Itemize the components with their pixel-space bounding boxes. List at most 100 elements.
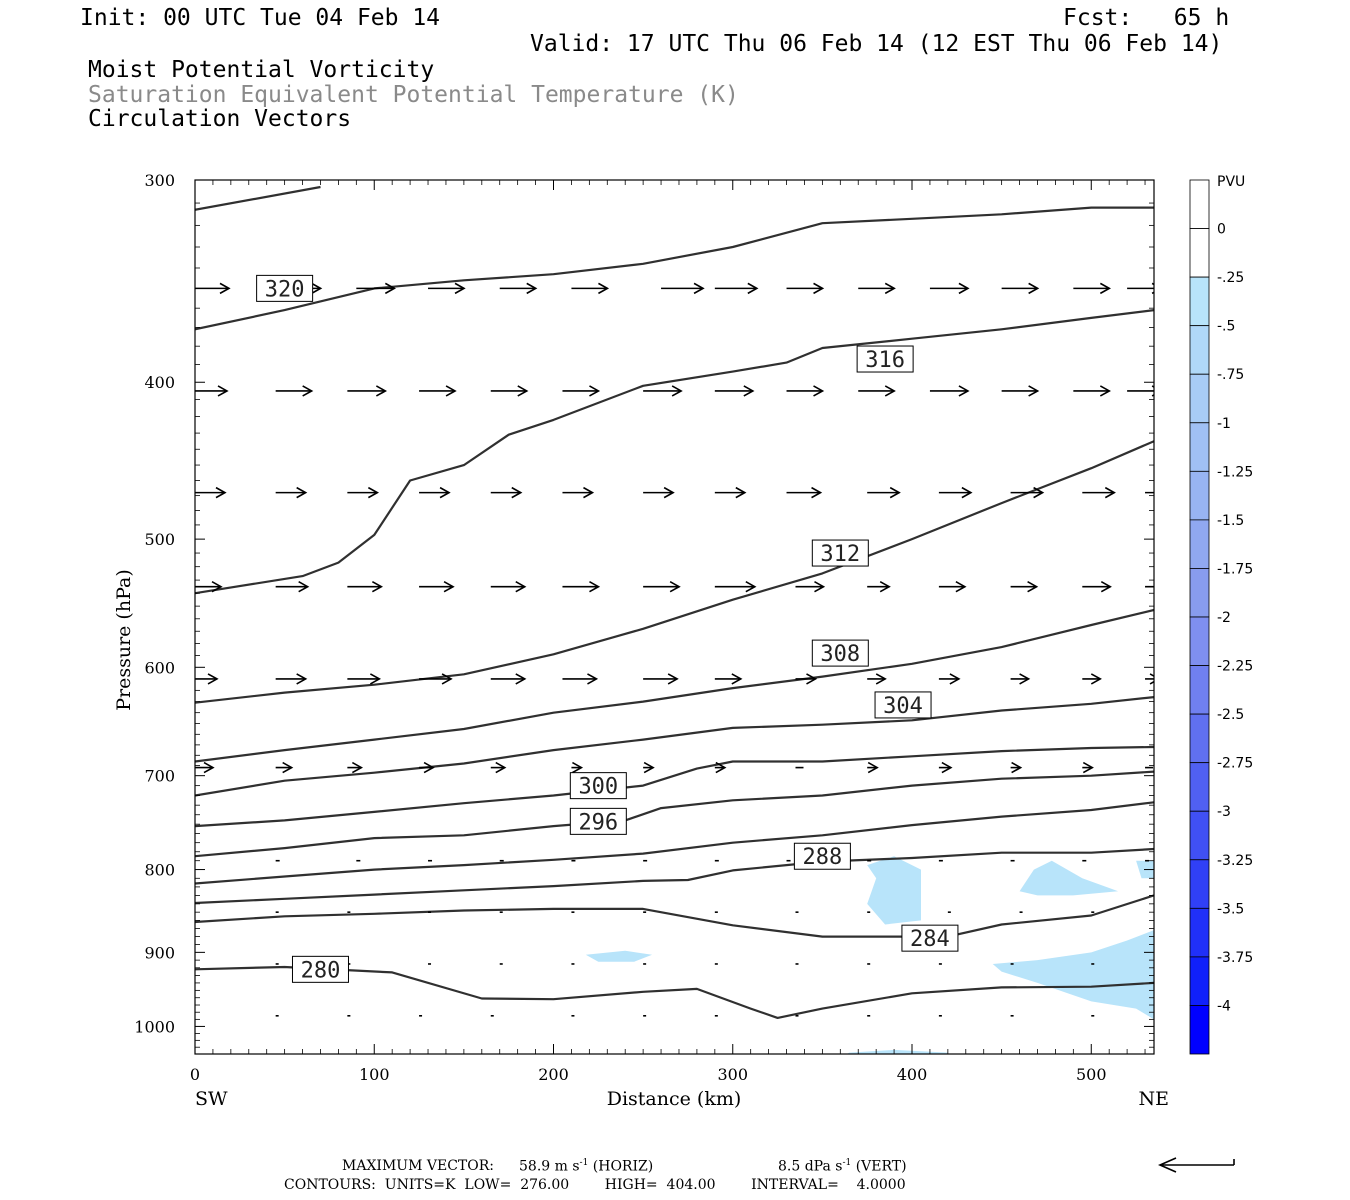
vector-head [1028, 282, 1040, 295]
vector-head [441, 673, 453, 685]
colorbar-cell [1189, 859, 1210, 909]
contour-info: CONTOURS: UNITS=K LOW= 276.00 HIGH= 404.… [284, 1177, 906, 1193]
circulation-vectors [195, 282, 1173, 1017]
contour-280-11 [195, 965, 1154, 1020]
contour-label: 300 [578, 775, 618, 800]
contour-label: 308 [820, 642, 860, 667]
colorbar-label: -2.75 [1217, 756, 1253, 772]
colorbar-cell [1189, 762, 1210, 812]
vector-head [875, 673, 887, 685]
vector-head [598, 282, 610, 295]
contour-label: 312 [820, 542, 860, 567]
vector-head [351, 761, 364, 774]
x-tick-label: 500 [1076, 1065, 1107, 1084]
valid-time: Valid: 17 UTC Thu 06 Feb 14 (12 EST Thu … [530, 31, 1223, 57]
y-tick-label: 800 [144, 861, 175, 880]
reference-vector [1158, 1157, 1235, 1173]
vector-head [495, 761, 507, 774]
colorbar-label: -3.75 [1217, 950, 1253, 966]
colorbar-label: -.75 [1217, 367, 1244, 383]
vector-head [515, 580, 527, 593]
vector-head [1033, 486, 1045, 499]
vector-head [526, 282, 538, 295]
vector-head [517, 385, 529, 397]
vector-head [814, 580, 826, 593]
contour-label: 284 [910, 927, 950, 952]
x-axis-label: Distance (km) [607, 1088, 742, 1110]
vector-head [219, 282, 231, 295]
vector-head [583, 486, 595, 499]
vector-head [1164, 488, 1173, 498]
vector-head [745, 580, 757, 593]
colorbar-cell [1189, 422, 1210, 472]
vector-head [311, 282, 323, 295]
vector-head [813, 385, 825, 397]
contour-label-box [569, 772, 627, 800]
vector-head [879, 580, 891, 593]
vector-head [515, 673, 527, 685]
colorbar-cell [1189, 1005, 1210, 1055]
contour-320-1 [195, 206, 1154, 331]
vector-head [961, 486, 973, 499]
vector-head [806, 673, 818, 685]
vector-head [375, 385, 388, 397]
y-tick-label: 1000 [134, 1017, 175, 1036]
vector-head [296, 486, 308, 499]
thetae-contours [195, 185, 1154, 1020]
contour-label-box [811, 539, 869, 567]
colorbar-label: -3.5 [1217, 901, 1244, 917]
contour-312-3 [195, 440, 1154, 704]
vector-head [1011, 761, 1023, 774]
contour-label: 320 [265, 277, 305, 302]
colorbar-cell [1189, 713, 1210, 764]
vector-head [445, 385, 457, 397]
colorbar-label: -1.5 [1217, 513, 1244, 529]
vector-head [203, 761, 215, 774]
colorbar-label: -3.25 [1217, 853, 1253, 869]
vector-head [889, 486, 901, 499]
contour-label: 280 [301, 958, 341, 983]
contour-300-6 [195, 745, 1154, 828]
vector-head [958, 385, 970, 397]
vector-head [215, 486, 227, 499]
colorbar-cell [1189, 276, 1210, 327]
init-time: Init: 00 UTC Tue 04 Feb 14 [80, 5, 441, 31]
x-tick-label: 100 [359, 1065, 390, 1084]
contour-296-7 [195, 770, 1154, 858]
y-tick-label: 900 [144, 943, 175, 962]
ne-label: NE [1139, 1088, 1170, 1110]
y-tick-label: 500 [144, 530, 175, 549]
contour-label-box [856, 345, 914, 373]
vector-head [747, 282, 759, 295]
contour-label: 316 [865, 348, 905, 373]
vector-head [369, 673, 382, 685]
vector-head [813, 282, 825, 295]
mpv-region-1 [1019, 860, 1119, 896]
colorbar-cell [1189, 519, 1210, 569]
contour-320-0 [195, 185, 321, 211]
colorbar-label: -3 [1217, 804, 1231, 820]
colorbar-cell [1189, 179, 1210, 229]
vector-head [1160, 582, 1169, 592]
colorbar-unit: PVU [1217, 174, 1245, 190]
vector-head [731, 673, 743, 685]
colorbar-cell [1189, 325, 1210, 375]
vector-head [1100, 580, 1112, 593]
contour-label-box [291, 955, 349, 983]
vector-head [367, 486, 380, 499]
vector-head [663, 486, 675, 499]
contour-292-8 [195, 801, 1154, 885]
mpv-shading [585, 856, 1154, 1054]
colorbar-label: -.25 [1217, 270, 1244, 286]
vector-head [669, 580, 681, 593]
vector-head [217, 385, 229, 397]
contour-288-9 [195, 847, 1154, 905]
colorbar-label: -.5 [1217, 319, 1235, 335]
vector-head [1090, 673, 1102, 685]
vector-head [572, 761, 584, 774]
vector-head [589, 385, 601, 397]
contour-labels: 320 316 312 308 304 300 296 288 284 280 [256, 274, 959, 983]
contour-label: 304 [883, 694, 923, 719]
vector-head [1149, 673, 1154, 685]
